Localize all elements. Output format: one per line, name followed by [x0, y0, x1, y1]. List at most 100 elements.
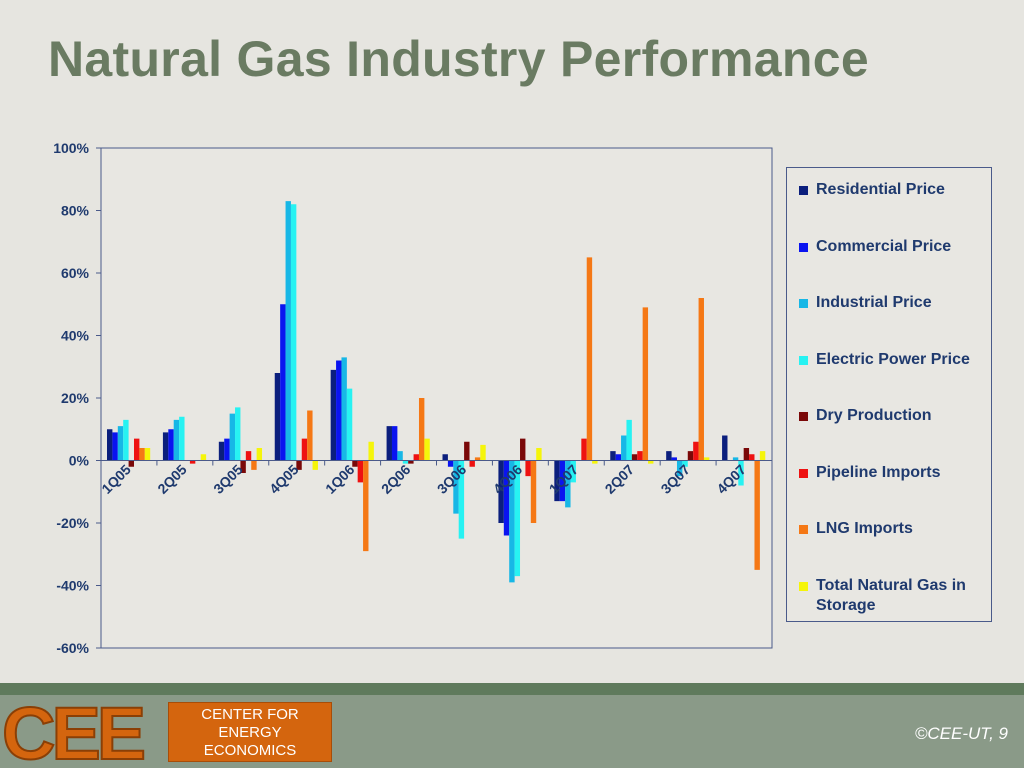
bar-pipeline-imports-4q06 [525, 460, 531, 477]
bar-pipeline-imports-2q07 [637, 451, 643, 461]
bar-commercial-price-2q06 [391, 426, 398, 461]
bar-lng-imports-1q07 [586, 257, 593, 461]
bar-commercial-price-3q05 [224, 438, 230, 461]
bar-dry-production-4q07 [743, 448, 750, 461]
bar-commercial-price-2q07 [615, 454, 622, 461]
legend-label: Commercial Price [816, 237, 952, 255]
legend-label: Pipeline Imports [816, 463, 941, 481]
bar-industrial-price-2q07 [621, 435, 627, 461]
bar-electric-power-price-2q06 [402, 460, 409, 464]
legend-label: Electric Power Price [816, 350, 970, 368]
svg-text:CEE: CEE [2, 697, 144, 765]
cee-logo: CEE [1, 697, 149, 765]
bar-electric-power-price-3q05 [235, 407, 241, 461]
bar-residential-price-1q06 [330, 369, 337, 461]
bar-lng-imports-3q07 [698, 298, 704, 461]
cee-line-2: ENERGY [218, 724, 282, 741]
bar-industrial-price-3q07 [676, 460, 683, 477]
bar-industrial-price-3q06 [453, 460, 459, 514]
bar-residential-price-1q05 [107, 429, 113, 461]
bar-commercial-price-1q06 [336, 360, 342, 461]
bar-electric-power-price-3q07 [682, 460, 688, 467]
bar-total-natural-gas-in-storage-4q07 [759, 451, 766, 461]
bar-lng-imports-3q05 [251, 460, 257, 470]
bar-pipeline-imports-1q05 [134, 438, 140, 461]
bar-electric-power-price-1q05 [123, 419, 129, 461]
bar-dry-production-2q07 [631, 454, 638, 461]
bar-electric-power-price-2q05 [179, 416, 185, 461]
bar-dry-production-4q05 [296, 460, 302, 470]
bar-total-natural-gas-in-storage-1q06 [368, 441, 374, 461]
bar-commercial-price-2q05 [168, 429, 174, 461]
y-tick-label: 20% [61, 390, 90, 406]
bar-total-natural-gas-in-storage-1q05 [144, 448, 151, 461]
bar-total-natural-gas-in-storage-3q06 [480, 444, 486, 461]
bar-dry-production-3q05 [240, 460, 246, 473]
bar-lng-imports-3q06 [474, 457, 481, 461]
y-tick-label: -60% [56, 640, 89, 656]
bar-industrial-price-1q07 [565, 460, 571, 508]
bar-industrial-price-2q06 [397, 451, 403, 461]
bar-total-natural-gas-in-storage-4q06 [536, 448, 542, 461]
bar-chart: 100%80%60%40%20%0%-20%-40%-60%1Q05 2Q05 3Q… [53, 140, 773, 656]
bar-lng-imports-1q05 [139, 448, 145, 461]
legend-label: Total Natural Gas in Storage [816, 576, 966, 614]
bar-pipeline-imports-4q05 [301, 438, 308, 461]
bar-residential-price-2q05 [162, 432, 169, 461]
bar-residential-price-1q07 [554, 460, 560, 502]
bar-electric-power-price-2q07 [626, 419, 632, 461]
bar-electric-power-price-1q07 [570, 460, 576, 483]
footer-band-stripe [0, 683, 1024, 695]
bar-electric-power-price-4q07 [738, 460, 744, 486]
bar-industrial-price-1q06 [341, 357, 347, 461]
bar-industrial-price-4q07 [732, 457, 739, 461]
bar-industrial-price-1q05 [117, 426, 124, 461]
bar-lng-imports-2q06 [418, 398, 425, 461]
bar-dry-production-2q06 [408, 460, 414, 464]
bar-commercial-price-4q05 [280, 304, 286, 461]
legend-label: Dry Production [816, 407, 932, 424]
bar-pipeline-imports-2q06 [413, 454, 419, 461]
bar-residential-price-4q07 [722, 435, 728, 461]
slide-title: Natural Gas Industry Performance [48, 31, 869, 87]
y-tick-label: 100% [53, 140, 89, 156]
legend-swatch [799, 355, 808, 365]
y-tick-label: 60% [61, 265, 90, 281]
bars-layer [107, 201, 766, 583]
bar-residential-price-2q06 [386, 426, 392, 461]
legend-label: Industrial Price [816, 294, 932, 311]
bar-pipeline-imports-4q07 [749, 454, 755, 461]
bar-lng-imports-2q07 [642, 307, 649, 461]
bar-electric-power-price-4q05 [290, 204, 297, 461]
bar-pipeline-imports-3q05 [245, 451, 252, 461]
bar-residential-price-3q07 [666, 451, 672, 461]
bar-electric-power-price-4q06 [514, 460, 521, 577]
bar-electric-power-price-1q06 [346, 388, 353, 461]
y-tick-label: -20% [56, 515, 89, 531]
bar-commercial-price-3q07 [671, 457, 677, 461]
bar-residential-price-3q06 [442, 454, 448, 461]
bar-lng-imports-4q06 [530, 460, 537, 523]
bar-total-natural-gas-in-storage-2q05 [200, 454, 207, 461]
bar-dry-production-4q06 [520, 438, 526, 461]
bar-lng-imports-4q05 [307, 410, 313, 461]
bar-total-natural-gas-in-storage-2q07 [648, 460, 654, 464]
legend-swatch [799, 242, 808, 252]
legend-swatch [799, 525, 808, 534]
bar-dry-production-3q06 [464, 441, 470, 461]
chart-legend: Residential Price Commercial Price Industr… [786, 167, 992, 622]
bar-total-natural-gas-in-storage-1q07 [592, 460, 598, 464]
bar-dry-production-3q07 [687, 451, 694, 461]
bar-residential-price-4q06 [498, 460, 504, 523]
cee-line-3: ECONOMICS [203, 742, 297, 759]
bar-total-natural-gas-in-storage-4q05 [312, 460, 318, 470]
bar-total-natural-gas-in-storage-3q07 [703, 457, 710, 461]
legend-swatch [799, 412, 808, 421]
cee-name-box: CENTER FOR ENERGY ECONOMICS [168, 702, 332, 762]
bar-pipeline-imports-1q07 [581, 438, 587, 461]
bar-lng-imports-4q07 [754, 460, 760, 570]
legend-label: Residential Price [816, 181, 945, 198]
bar-pipeline-imports-2q05 [189, 460, 196, 464]
y-tick-label: 40% [61, 328, 90, 344]
bar-industrial-price-2q05 [173, 419, 180, 461]
